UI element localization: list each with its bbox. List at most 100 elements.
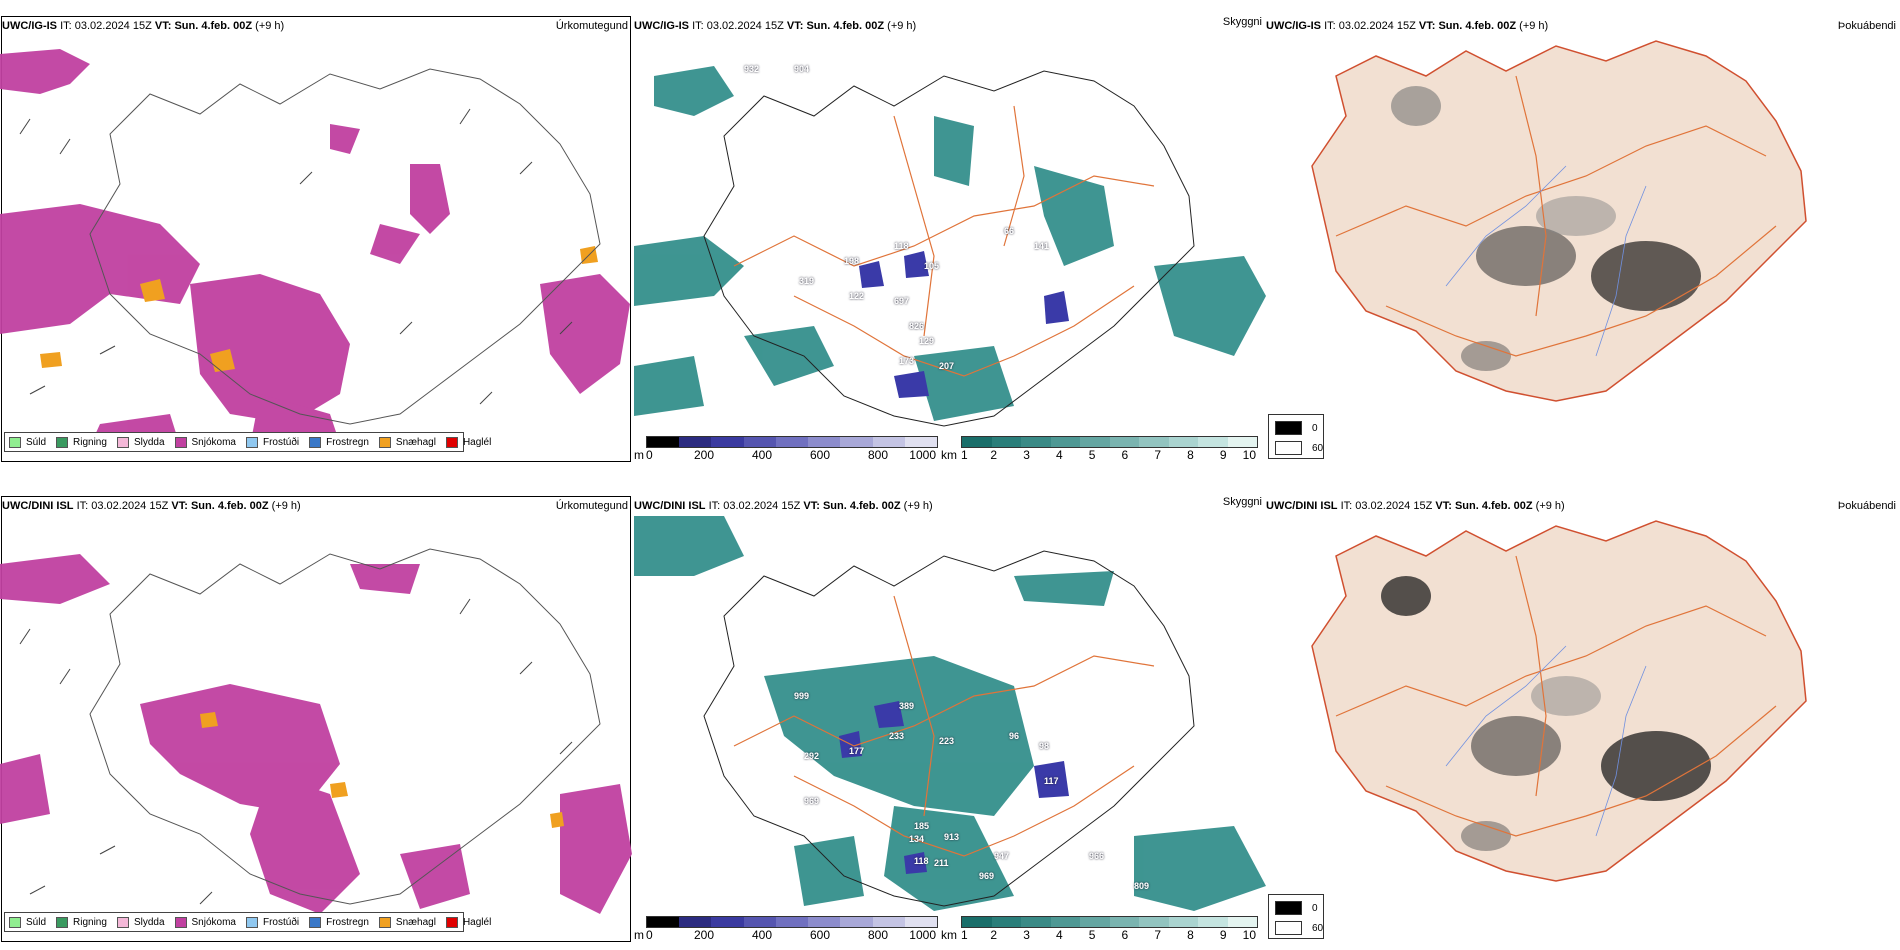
visibility-swatch — [1109, 917, 1139, 927]
visibility-swatch — [1080, 437, 1110, 447]
cloud-tick-label: 1000 — [909, 448, 936, 462]
it-label: IT: — [1340, 500, 1353, 512]
forecast-offset: (+9 h) — [903, 500, 933, 512]
visibility-tick-label: 8 — [1187, 928, 1194, 942]
visibility-tick-label: 6 — [1121, 448, 1129, 462]
visibility-tick-label: 10 — [1242, 928, 1256, 942]
rivers — [1445, 645, 1647, 837]
cloud-tick-label: 1000 — [909, 928, 936, 942]
visibility-tick-label: 1 — [961, 928, 968, 942]
panel-title: Úrkomutegund — [555, 500, 628, 512]
iceland-coastline — [89, 548, 601, 905]
legend-swatch — [378, 916, 391, 928]
legend-swatch — [245, 436, 258, 448]
panel-header: UWC/DINI ISL IT: 03.02.2024 15Z VT: Sun.… — [634, 500, 933, 513]
roads — [733, 595, 1155, 857]
fog-key: 0 60 — [1268, 414, 1324, 459]
visibility-swatch — [1168, 917, 1198, 927]
visibility-swatch — [962, 437, 992, 447]
panel-header: UWC/DINI ISL IT: 03.02.2024 15Z VT: Sun.… — [2, 500, 301, 513]
iceland-coastline — [703, 550, 1195, 907]
cloud-base-value: 141 — [1034, 241, 1050, 251]
row-top: UWC/IG-IS IT: 03.02.2024 15Z VT: Sun. 4.… — [0, 0, 1900, 470]
vt-value: Sun. 4.feb. 00Z — [1438, 20, 1517, 32]
legend-swatch — [116, 436, 129, 448]
roads — [733, 105, 1155, 377]
it-label: IT: — [60, 20, 72, 32]
cloud-base-value: 98 — [1039, 741, 1050, 751]
legend-swatch — [245, 916, 258, 928]
visibility-tick-label: 4 — [1055, 928, 1063, 942]
vt-value: Sun. 4.feb. 00Z — [1454, 500, 1533, 512]
cloud-swatch — [775, 437, 809, 447]
visibility-unit: km — [941, 928, 957, 942]
legend-item: Rigning — [56, 916, 107, 928]
legend-label: Frostregn — [326, 436, 369, 448]
legend-swatch — [445, 436, 458, 448]
cloud-base-value: 129 — [919, 336, 935, 346]
legend-label: Frostúði — [262, 436, 300, 448]
visibility-tick-label: 8 — [1187, 448, 1194, 462]
cloud-tick-label: 0 — [646, 928, 653, 942]
visibility-tick-label: 3 — [1023, 448, 1030, 462]
visibility-unit: km — [941, 448, 957, 462]
iceland-coastline — [703, 70, 1195, 427]
legend-swatch — [56, 916, 69, 928]
low-visibility-areas — [634, 516, 1266, 911]
visibility-swatch — [962, 917, 992, 927]
cloud-swatch — [840, 917, 873, 927]
visibility-tick-label: 2 — [990, 928, 998, 942]
legend-item: Rigning — [56, 436, 107, 448]
legend-swatch — [378, 436, 391, 448]
model-name: UWC/DINI ISL — [2, 500, 74, 512]
it-value: 03.02.2024 15Z — [706, 20, 784, 32]
visibility-tick-label: 1 — [961, 448, 968, 462]
it-value: 03.02.2024 15Z — [74, 20, 152, 32]
visibility-tick-label: 10 — [1242, 448, 1256, 462]
vt-value: Sun. 4.feb. 00Z — [174, 20, 253, 32]
low-visibility-areas — [634, 66, 1266, 421]
legend-swatch — [309, 436, 322, 448]
cloud-swatch — [808, 437, 841, 447]
precip-map — [0, 49, 630, 446]
fog-key-label-0: 0 — [1312, 422, 1318, 434]
legend-item: Haglél — [445, 916, 491, 928]
cloud-base-value: 185 — [914, 821, 930, 831]
panel-header: UWC/IG-IS IT: 03.02.2024 15Z VT: Sun. 4.… — [634, 20, 916, 33]
model-name: UWC/IG-IS — [2, 20, 57, 32]
cloud-base-value: 177 — [849, 746, 865, 756]
model-name: UWC/IG-IS — [634, 20, 689, 32]
legend-label: Frostúði — [262, 916, 300, 928]
cloud-swatch — [743, 437, 776, 447]
snowfall-areas — [0, 49, 630, 446]
visibility-swatch — [1050, 917, 1080, 927]
precip-legend: Súld Rigning Slydda Snjókoma Frostúði Frostre… — [4, 912, 491, 932]
cloud-base-colorbar: m 0 200 400 600 800 1000 — [634, 436, 939, 466]
visibility-swatch — [1227, 437, 1257, 447]
visibility-tick-label: 2 — [990, 448, 998, 462]
fog-key-swatch-0 — [1275, 901, 1302, 915]
cloud-base-value: 105 — [924, 261, 940, 271]
legend-swatch — [174, 436, 187, 448]
visibility-swatch — [1021, 437, 1051, 447]
visibility-swatch — [991, 917, 1021, 927]
panel-title: Þokuábendi — [1837, 500, 1896, 512]
it-value: 03.02.2024 15Z — [1338, 20, 1416, 32]
cloud-tick-label: 800 — [867, 448, 889, 462]
legend-item: Súld — [9, 916, 46, 928]
visibility-swatch — [1050, 437, 1080, 447]
fog-key-label-1: 60 — [1312, 922, 1324, 934]
cloud-base-value: 207 — [939, 361, 955, 371]
forecast-offset: (+9 h) — [271, 500, 301, 512]
legend-item: Snæhagl — [378, 436, 436, 448]
cloud-base-value: 389 — [899, 701, 915, 711]
cloud-base-value: 697 — [894, 296, 910, 306]
legend-label: Snæhagl — [395, 916, 436, 928]
roads — [1335, 555, 1777, 837]
visibility-tick-label: 7 — [1154, 928, 1161, 942]
visibility-map — [634, 66, 1266, 427]
it-label: IT: — [1324, 20, 1336, 32]
cloud-base-value: 932 — [744, 64, 760, 74]
fog-shading — [1391, 86, 1701, 371]
cloud-swatch — [647, 917, 680, 927]
